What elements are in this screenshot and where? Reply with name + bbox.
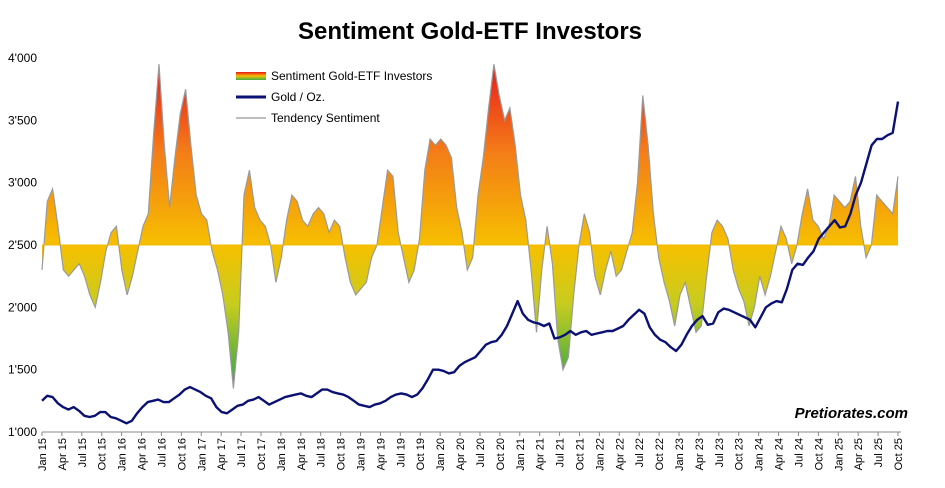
x-tick-label: Oct 21 <box>574 438 586 470</box>
x-tick-label: Oct 17 <box>256 438 268 470</box>
x-tick-label: Oct 25 <box>893 438 905 470</box>
x-tick-label: Oct 22 <box>654 438 666 470</box>
legend-label-gold: Gold / Oz. <box>271 90 325 104</box>
x-tick-label: Jul 19 <box>395 438 407 467</box>
x-tick-label: Oct 16 <box>176 438 188 470</box>
x-tick-label: Oct 19 <box>415 438 427 470</box>
x-tick-label: Jan 23 <box>674 438 686 471</box>
y-tick-label: 1'500 <box>8 363 37 377</box>
x-tick-label: Apr 19 <box>375 438 387 470</box>
y-tick-label: 3'000 <box>8 176 37 190</box>
watermark: Pretiorates.com <box>795 405 908 422</box>
x-tick-label: Jan 18 <box>276 438 288 471</box>
x-tick-label: Apr 23 <box>694 438 706 470</box>
x-tick-label: Jul 20 <box>475 438 487 467</box>
x-tick-label: Jan 25 <box>833 438 845 471</box>
x-tick-label: Jul 21 <box>555 438 567 467</box>
x-tick-label: Apr 17 <box>216 438 228 470</box>
x-tick-label: Jan 16 <box>117 438 129 471</box>
x-tick-label: Apr 22 <box>614 438 626 470</box>
y-tick-label: 1'000 <box>8 425 37 439</box>
y-tick-label: 4'000 <box>8 51 37 65</box>
x-tick-label: Jan 20 <box>435 438 447 471</box>
x-tick-label: Oct 23 <box>734 438 746 470</box>
sentiment-area <box>42 64 898 389</box>
gold-price-line <box>41 101 900 425</box>
x-tick-label: Jul 17 <box>236 438 248 467</box>
x-tick-label: Apr 20 <box>455 438 467 470</box>
x-tick-label: Apr 24 <box>774 438 786 470</box>
x-tick-label: Oct 20 <box>495 438 507 470</box>
y-axis: 1'000 1'500 2'000 2'500 3'000 3'500 4'000 <box>8 51 37 439</box>
x-tick-label: Jan 15 <box>37 438 49 471</box>
x-tick-label: Jan 19 <box>356 438 368 471</box>
x-tick-label: Jan 24 <box>754 438 766 471</box>
x-tick-label: Apr 18 <box>296 438 308 470</box>
x-axis: Jan 15 Apr 15 Jul 15 Oct 15 Jan 16 Apr 16 Jul … <box>37 432 905 471</box>
x-tick-label: Jan 21 <box>515 438 527 471</box>
x-tick-label: Jul 16 <box>156 438 168 467</box>
x-tick-label: Jul 25 <box>873 438 885 467</box>
x-tick-label: Apr 16 <box>137 438 149 470</box>
legend: Sentiment Gold-ETF Investors Gold / Oz. … <box>236 69 432 125</box>
x-tick-label: Apr 25 <box>853 438 865 470</box>
x-tick-label: Jul 22 <box>634 438 646 467</box>
legend-label-tendency: Tendency Sentiment <box>271 111 380 125</box>
x-tick-label: Jan 17 <box>196 438 208 471</box>
x-tick-label: Jul 15 <box>77 438 89 467</box>
x-tick-label: Jul 24 <box>793 438 805 467</box>
x-tick-label: Oct 24 <box>813 438 825 470</box>
gold-line-group <box>41 101 900 425</box>
legend-label-sentiment: Sentiment Gold-ETF Investors <box>271 69 432 83</box>
x-tick-label: Oct 15 <box>97 438 109 470</box>
y-tick-label: 2'500 <box>8 238 37 252</box>
x-tick-label: Jul 23 <box>714 438 726 467</box>
x-tick-label: Apr 21 <box>535 438 547 470</box>
tendency-sentiment-line <box>41 64 899 389</box>
x-tick-label: Oct 18 <box>336 438 348 470</box>
y-tick-label: 2'000 <box>8 300 37 314</box>
y-tick-label: 3'500 <box>8 113 37 127</box>
legend-swatch-sentiment <box>236 72 266 80</box>
x-tick-label: Apr 15 <box>57 438 69 470</box>
chart-title: Sentiment Gold-ETF Investors <box>298 18 642 45</box>
sentiment-area-group <box>41 64 899 389</box>
x-tick-label: Jul 18 <box>316 438 328 467</box>
x-tick-label: Jan 22 <box>594 438 606 471</box>
